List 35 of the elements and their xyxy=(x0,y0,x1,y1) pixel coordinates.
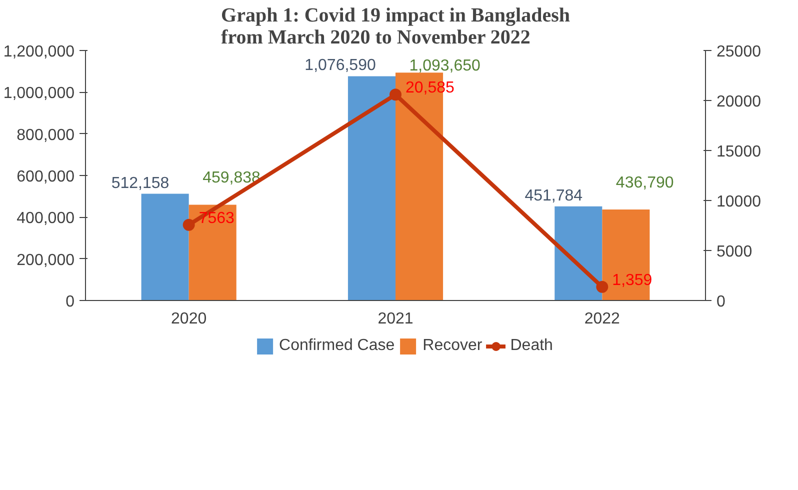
point xyxy=(596,280,608,293)
bar xyxy=(141,194,189,300)
y-tick-label: 800,000 xyxy=(16,126,75,144)
data-label: 1,076,590 xyxy=(304,57,376,74)
y2-tick-label: 25000 xyxy=(716,44,762,60)
data-label: 459,838 xyxy=(202,170,261,187)
y2-tick-label: 0 xyxy=(716,294,726,310)
y-tick-label: 1,200,000 xyxy=(3,44,75,60)
y2-tick-label: 20000 xyxy=(716,94,762,110)
bar xyxy=(602,210,650,300)
bar xyxy=(554,206,602,300)
data-label: 7563 xyxy=(198,210,235,227)
legend-label: Confirmed Case xyxy=(279,337,395,355)
legend-label: Death xyxy=(510,337,553,355)
y2-tick-label: 10000 xyxy=(716,194,762,210)
y2-tick-label: 5000 xyxy=(716,244,752,260)
data-label: 436,790 xyxy=(616,174,674,192)
bar xyxy=(348,76,396,300)
y-tick-label: 0 xyxy=(66,294,75,310)
point xyxy=(182,218,195,231)
x-tick-label: 2021 xyxy=(378,310,414,328)
y-tick-label: 200,000 xyxy=(16,252,75,269)
data-label: 451,784 xyxy=(524,187,583,204)
x-tick-label: 2020 xyxy=(171,310,207,328)
y-tick-label: 1,000,000 xyxy=(3,85,75,102)
y2-tick-label: 15000 xyxy=(716,144,762,160)
bar xyxy=(188,204,236,300)
legend-label: Recover xyxy=(422,337,482,355)
y-tick-label: 600,000 xyxy=(16,168,75,186)
point xyxy=(390,88,402,101)
data-label: 1,093,650 xyxy=(409,58,481,75)
chart-title: Graph 1: Covid 19 impact in Bangladesh from March 2020 to November 2022 xyxy=(221,4,570,48)
y-tick-label: 400,000 xyxy=(16,210,75,228)
x-tick-label: 2022 xyxy=(584,310,620,328)
data-label: 512,158 xyxy=(111,174,170,192)
